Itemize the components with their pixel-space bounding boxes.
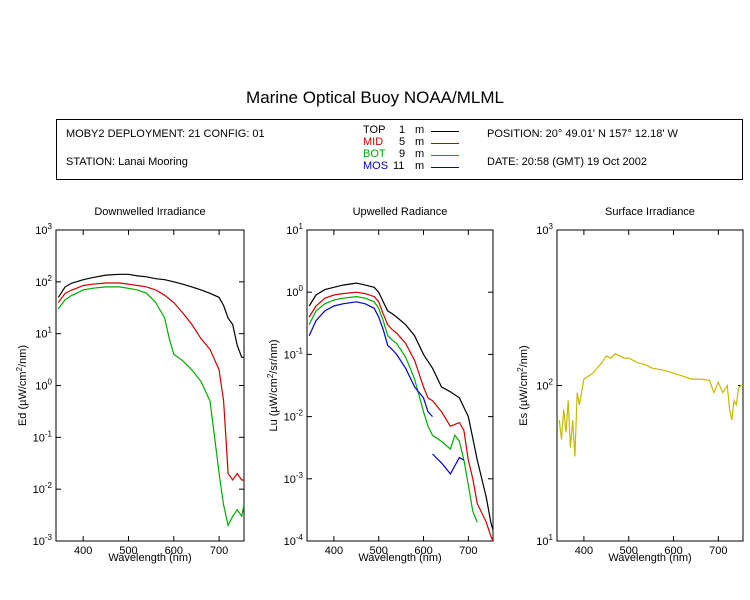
- y-tick-label: 10-4: [284, 533, 304, 548]
- chart-title: Upwelled Radiance: [353, 206, 448, 218]
- x-tick-label: 500: [119, 545, 137, 557]
- page-title: Marine Optical Buoy NOAA/MLML: [246, 88, 504, 107]
- y-tick-label: 10-1: [284, 346, 304, 361]
- y-tick-label: 100: [35, 378, 52, 393]
- series-top: [308, 282, 493, 531]
- legend-depth: 11: [393, 160, 405, 172]
- series-mid: [57, 282, 244, 482]
- y-tick-label: 10-2: [284, 409, 304, 424]
- y-tick-label: 102: [35, 274, 52, 289]
- x-tick-label: 400: [74, 545, 92, 557]
- chart-title: Downwelled Irradiance: [94, 206, 205, 218]
- y-tick-label: 10-1: [33, 429, 53, 444]
- position-label: POSITION: 20° 49.01' N 157° 12.18' W: [487, 128, 678, 140]
- series-bot: [57, 286, 244, 528]
- chart-panel-2: Upwelled Radiance 400 500 600 700 Wavelength …: [266, 206, 494, 564]
- y-tick-label: 101: [286, 222, 303, 237]
- y-tick-label: 103: [536, 222, 553, 237]
- legend-line: [431, 155, 459, 156]
- series-surface: [558, 353, 743, 457]
- x-tick-label: 500: [620, 545, 638, 557]
- y-tick-label: 102: [536, 378, 553, 393]
- legend-line: [431, 143, 459, 144]
- series-bot: [308, 295, 478, 523]
- y-axis-label: Es (µW/cm2/nm): [516, 345, 530, 425]
- plot-frame: [306, 229, 494, 542]
- legend-name: TOP: [363, 124, 386, 136]
- y-tick-label: 10-3: [33, 533, 53, 548]
- plot-frame: [55, 229, 245, 542]
- plot-frame: [556, 229, 744, 542]
- y-tick-label: 100: [286, 284, 303, 299]
- chart-panel-3: Surface Irradiance 400 500 600 700 Wavelength…: [516, 206, 744, 564]
- legend-depth: 5: [399, 136, 406, 148]
- y-tick-label: 103: [35, 222, 52, 237]
- station-label: STATION: Lanai Mooring: [66, 156, 188, 168]
- y-tick-label: 10-2: [33, 481, 53, 496]
- legend-depth: 1: [399, 124, 406, 136]
- legend-depth: 9: [399, 148, 406, 160]
- info-box: MOBY2 DEPLOYMENT: 21 CONFIG: 01 STATION:…: [56, 119, 743, 180]
- legend-unit: m: [415, 124, 425, 136]
- x-tick-label: 700: [709, 545, 727, 557]
- x-tick-label: 500: [370, 545, 388, 557]
- legend-name: MOS: [363, 160, 389, 172]
- legend-item-top: TOP 1 m: [363, 124, 523, 137]
- legend-unit: m: [415, 148, 425, 160]
- x-axis-label: Wavelength (nm): [608, 552, 691, 564]
- legend-name: BOT: [363, 148, 386, 160]
- chart-title: Surface Irradiance: [605, 206, 695, 218]
- legend-name: MID: [363, 136, 384, 148]
- x-tick-label: 400: [325, 545, 343, 557]
- series-mos: [432, 453, 465, 475]
- legend-unit: m: [415, 136, 425, 148]
- y-tick-label: 10-3: [284, 471, 304, 486]
- legend-unit: m: [415, 160, 425, 172]
- chart-panel-1: Downwelled Irradiance 400 500 600 700 Wavelen…: [15, 206, 245, 564]
- deployment-label: MOBY2 DEPLOYMENT: 21 CONFIG: 01: [66, 128, 265, 140]
- date-label: DATE: 20:58 (GMT) 19 Oct 2002: [487, 156, 647, 168]
- y-tick-label: 101: [536, 533, 553, 548]
- x-tick-label: 700: [210, 545, 228, 557]
- legend-line: [431, 131, 459, 132]
- legend-item-mid: MID 5 m: [363, 136, 523, 149]
- y-tick-label: 101: [35, 326, 52, 341]
- x-axis-label: Wavelength (nm): [358, 552, 441, 564]
- series-top: [57, 273, 244, 358]
- legend-item-mos: MOS 11 m: [363, 160, 523, 173]
- y-axis-label: Ed (µW/cm2/nm): [15, 345, 29, 426]
- x-tick-label: 700: [459, 545, 477, 557]
- legend-item-bot: BOT 9 m: [363, 148, 523, 161]
- legend-line: [431, 167, 459, 168]
- series-mos: [308, 301, 433, 418]
- x-axis-label: Wavelength (nm): [108, 552, 191, 564]
- x-tick-label: 600: [414, 545, 432, 557]
- x-tick-label: 600: [664, 545, 682, 557]
- series-mid: [308, 291, 493, 541]
- x-tick-label: 400: [575, 545, 593, 557]
- y-axis-label: Lu (µW/cm2/sr/nm): [266, 339, 280, 431]
- x-tick-label: 600: [165, 545, 183, 557]
